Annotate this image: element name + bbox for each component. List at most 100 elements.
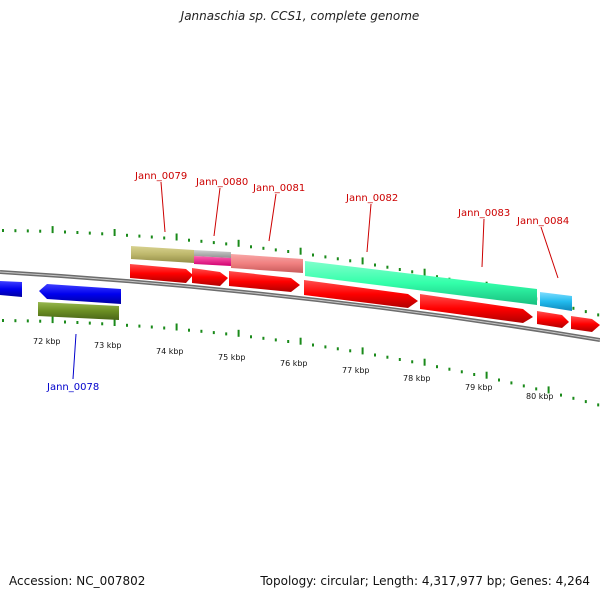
minor-tick xyxy=(2,319,4,322)
scale-label: 79 kbp xyxy=(465,383,493,392)
minor-tick xyxy=(312,253,314,257)
minor-tick xyxy=(386,265,389,269)
cog-bar-jann-0081 xyxy=(231,254,303,273)
gene-arrow-jann-0082[interactable] xyxy=(304,280,418,308)
minor-tick xyxy=(287,250,290,253)
gene-label-jann-0082[interactable]: Jann_0082 xyxy=(345,193,398,204)
minor-tick xyxy=(324,345,327,349)
minor-tick xyxy=(460,370,463,374)
minor-tick xyxy=(150,325,153,329)
minor-tick xyxy=(250,335,252,339)
minor-tick xyxy=(597,403,600,407)
minor-tick xyxy=(473,373,476,376)
minor-tick xyxy=(510,381,513,385)
scale-label: 77 kbp xyxy=(342,366,370,375)
scale-label: 73 kbp xyxy=(94,341,122,350)
minor-tick xyxy=(584,400,587,404)
major-tick xyxy=(113,319,116,326)
cog-bar-jann-0080 xyxy=(194,256,231,266)
accession-text: Accession: NC_007802 xyxy=(9,574,146,588)
gene-arrow-jann-0083[interactable] xyxy=(420,294,533,323)
gene-arrow-jann-0085[interactable] xyxy=(571,316,600,332)
major-tick xyxy=(237,329,240,337)
topology-text: Topology: circular; Length: 4,317,977 bp… xyxy=(260,574,590,588)
scale-label: 80 kbp xyxy=(526,392,554,401)
gene-label-jann-0078[interactable]: Jann_0078 xyxy=(46,382,99,393)
gene-arrow-jann-0080[interactable] xyxy=(192,268,228,286)
minor-tick xyxy=(200,239,203,243)
minor-tick xyxy=(498,378,500,382)
gene-arrow-jann-0077[interactable] xyxy=(0,281,22,297)
cog-bar-jann-0078 xyxy=(38,302,119,320)
minor-tick xyxy=(374,353,376,357)
gene-arrow-jann-0081[interactable] xyxy=(229,271,300,292)
minor-tick xyxy=(250,245,252,249)
minor-tick xyxy=(64,320,66,324)
gene-label-jann-0084[interactable]: Jann_0084 xyxy=(516,216,569,227)
minor-tick xyxy=(212,331,215,335)
cog-bar-jann-0080-grey xyxy=(194,250,231,258)
minor-tick xyxy=(101,322,104,326)
major-tick xyxy=(485,371,488,379)
minor-tick xyxy=(572,396,575,400)
major-tick xyxy=(51,226,54,234)
gene-arrow-jann-0078[interactable] xyxy=(39,284,121,304)
minor-tick xyxy=(76,321,79,324)
minor-tick xyxy=(188,238,190,242)
gene-label-jann-0081[interactable]: Jann_0081 xyxy=(252,183,305,194)
gene-label-jann-0080[interactable]: Jann_0080 xyxy=(195,177,248,188)
scale-label: 76 kbp xyxy=(280,359,308,368)
major-tick xyxy=(423,358,426,366)
major-tick xyxy=(361,257,364,265)
minor-tick xyxy=(14,319,17,323)
tick-row-inner xyxy=(2,316,600,407)
major-tick xyxy=(547,386,550,394)
minor-tick xyxy=(163,236,166,240)
minor-tick xyxy=(572,306,575,310)
gene-label-jann-0079[interactable]: Jann_0079 xyxy=(134,171,187,182)
minor-tick xyxy=(188,328,190,332)
gene-arrow-jann-0079[interactable] xyxy=(130,264,193,283)
minor-tick xyxy=(411,270,414,274)
gene-label-jann-0083[interactable]: Jann_0083 xyxy=(457,208,510,219)
minor-tick xyxy=(535,387,538,391)
scale-label: 75 kbp xyxy=(218,353,246,362)
minor-tick xyxy=(398,268,401,271)
minor-tick xyxy=(436,275,438,279)
minor-tick xyxy=(88,231,91,235)
cog-bar-jann-0079 xyxy=(131,246,194,263)
major-tick xyxy=(51,316,54,324)
minor-tick xyxy=(386,355,389,359)
major-tick xyxy=(361,347,364,355)
minor-tick xyxy=(64,230,66,234)
gene-arrow-jann-0084[interactable] xyxy=(537,311,569,328)
minor-tick xyxy=(584,310,587,314)
genome-title: Jannaschia sp. CCS1, complete genome xyxy=(180,9,420,23)
scale-labels: 72 kbp 73 kbp 74 kbp 75 kbp 76 kbp 77 kb… xyxy=(33,337,554,401)
scale-label: 74 kbp xyxy=(156,347,184,356)
minor-tick xyxy=(2,229,4,232)
minor-tick xyxy=(14,229,17,233)
minor-tick xyxy=(287,340,290,343)
minor-tick xyxy=(324,255,327,259)
major-tick xyxy=(237,239,240,247)
minor-tick xyxy=(262,246,265,250)
label-leaders xyxy=(72,181,559,380)
minor-tick xyxy=(101,232,104,236)
scale-label: 78 kbp xyxy=(403,374,431,383)
minor-tick xyxy=(138,234,141,238)
major-tick xyxy=(299,247,302,255)
minor-tick xyxy=(312,343,314,347)
minor-tick xyxy=(560,393,562,397)
cog-bar-jann-0082 xyxy=(305,261,537,305)
major-tick xyxy=(113,229,116,236)
minor-tick xyxy=(225,332,228,336)
minor-tick xyxy=(212,241,215,245)
minor-tick xyxy=(411,360,414,364)
minor-tick xyxy=(274,338,277,342)
minor-tick xyxy=(349,259,352,263)
scale-label: 72 kbp xyxy=(33,337,61,346)
minor-tick xyxy=(336,257,339,261)
